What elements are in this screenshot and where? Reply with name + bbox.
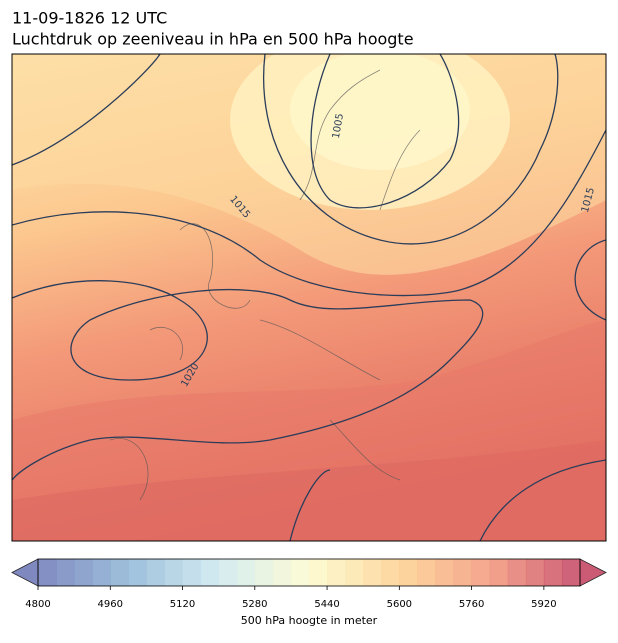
colorbar-tick-label: 5280 bbox=[242, 599, 267, 610]
isobar bbox=[12, 54, 161, 166]
colorbar-bin bbox=[56, 559, 75, 586]
colorbar-tick-label: 5920 bbox=[531, 599, 556, 610]
isobar bbox=[12, 280, 484, 481]
colorbar-tick-label: 5600 bbox=[387, 599, 412, 610]
height-band bbox=[290, 54, 470, 170]
colorbar-bin bbox=[525, 559, 545, 586]
colorbar-bin bbox=[290, 559, 310, 586]
colorbar-tick-label: 5120 bbox=[170, 599, 195, 610]
isobar bbox=[289, 459, 606, 541]
colorbar-bin bbox=[309, 559, 328, 586]
colorbar-bin bbox=[507, 559, 527, 586]
colorbar-bin bbox=[218, 559, 238, 586]
colorbar-bin bbox=[399, 559, 418, 586]
title-line: 11-09-1826 12 UTC bbox=[12, 9, 167, 28]
colorbar-bin bbox=[110, 559, 129, 586]
colorbar-extend bbox=[579, 558, 607, 587]
colorbar-bin bbox=[345, 559, 364, 586]
map bbox=[12, 54, 606, 541]
colorbar-bin bbox=[146, 559, 165, 586]
colorbar-bin bbox=[471, 559, 491, 586]
colorbar-tick-label: 4960 bbox=[98, 599, 123, 610]
colorbar-extend bbox=[11, 558, 39, 587]
colorbar-bin bbox=[417, 559, 436, 586]
height-band bbox=[12, 440, 606, 541]
colorbar-bin bbox=[92, 559, 111, 586]
coastline bbox=[109, 69, 421, 501]
colorbar-bin bbox=[272, 559, 292, 586]
subtitle-line: Luchtdruk op zeeniveau in hPa en 500 hPa… bbox=[12, 30, 414, 49]
colorbar-bin bbox=[453, 559, 473, 586]
colorbar-bin bbox=[128, 559, 147, 586]
colorbar-bin bbox=[561, 559, 581, 586]
colorbar-bin bbox=[200, 559, 220, 586]
colorbar-bin bbox=[435, 559, 455, 586]
colorbar-tick-label: 4800 bbox=[25, 599, 50, 610]
colorbar-bin bbox=[182, 559, 202, 586]
isobar bbox=[574, 239, 606, 321]
colorbar-frame bbox=[37, 558, 581, 587]
colorbar-tick-label: 5440 bbox=[314, 599, 339, 610]
colorbar-bin bbox=[363, 559, 382, 586]
colorbar-bin bbox=[164, 559, 184, 586]
isobar-label: 1005 bbox=[331, 113, 346, 140]
colorbar-bin bbox=[327, 559, 346, 586]
isobar bbox=[12, 129, 606, 297]
isobar bbox=[263, 54, 559, 245]
colorbar-bin bbox=[489, 559, 509, 586]
colorbar-label: 500 hPa hoogte in meter bbox=[241, 614, 378, 627]
isobar bbox=[310, 54, 460, 209]
colorbar-tick-label: 5760 bbox=[459, 599, 484, 610]
colorbar-bin bbox=[254, 559, 274, 586]
colorbar-bin bbox=[381, 559, 400, 586]
colorbar: 4800 4960 5120 5280 5440 5600 5760 5920 bbox=[11, 558, 607, 610]
map-frame bbox=[11, 53, 607, 542]
colorbar-bin bbox=[38, 559, 57, 586]
colorbar-bin bbox=[543, 559, 563, 586]
colorbar-bin bbox=[236, 559, 256, 586]
colorbar-bin bbox=[74, 559, 93, 586]
